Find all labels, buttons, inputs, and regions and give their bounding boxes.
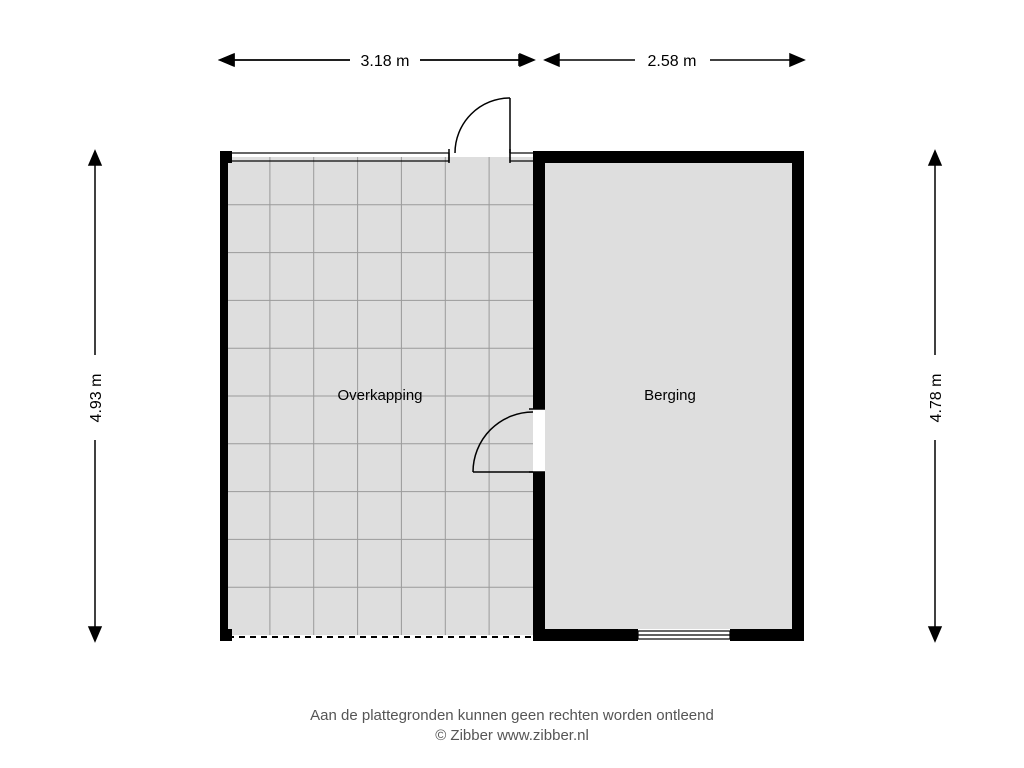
- label-overkapping: Overkapping: [337, 387, 422, 404]
- footer-line1: Aan de plattegronden kunnen geen rechten…: [310, 707, 714, 724]
- dim-label-top-right: 2.58 m: [648, 53, 697, 70]
- floorplan-svg: Overkapping Berging: [0, 0, 1024, 768]
- floorplan-container: Overkapping Berging: [0, 0, 1024, 768]
- dim-label-left: 4.93 m: [88, 374, 105, 423]
- dim-label-top-left: 3.18 m: [361, 53, 410, 70]
- dim-label-right: 4.78 m: [928, 374, 945, 423]
- door-top: [449, 98, 510, 163]
- footer-line2: © Zibber www.zibber.nl: [435, 727, 589, 744]
- label-berging: Berging: [644, 387, 696, 404]
- berging-window: [638, 631, 730, 639]
